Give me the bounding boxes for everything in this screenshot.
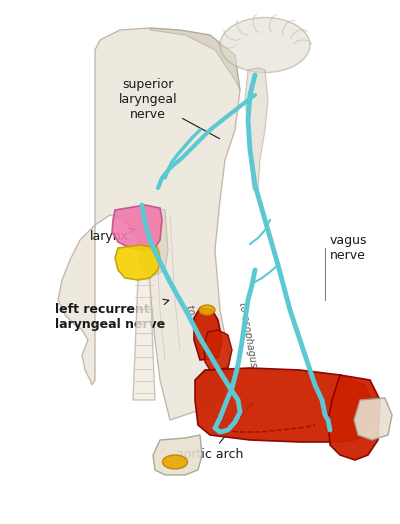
Polygon shape [150,28,240,90]
Text: larynx: larynx [90,228,135,243]
Ellipse shape [162,455,188,469]
Polygon shape [328,375,380,460]
Text: to trachea: to trachea [184,304,206,356]
Polygon shape [194,308,222,360]
Text: superior
laryngeal
nerve: superior laryngeal nerve [119,78,220,139]
Polygon shape [195,368,370,442]
Polygon shape [133,278,155,400]
Polygon shape [153,435,202,475]
Polygon shape [245,68,268,190]
Polygon shape [138,208,168,275]
Polygon shape [112,205,162,250]
Polygon shape [354,398,392,440]
Ellipse shape [220,17,310,72]
Text: aortic arch: aortic arch [176,403,252,461]
Text: left recurrent
laryngeal nerve: left recurrent laryngeal nerve [55,299,169,331]
Polygon shape [204,330,232,370]
Polygon shape [58,28,240,420]
Polygon shape [115,245,160,280]
Text: vagus
nerve: vagus nerve [330,234,368,262]
Text: to esophagus: to esophagus [237,302,259,368]
Ellipse shape [199,305,215,315]
